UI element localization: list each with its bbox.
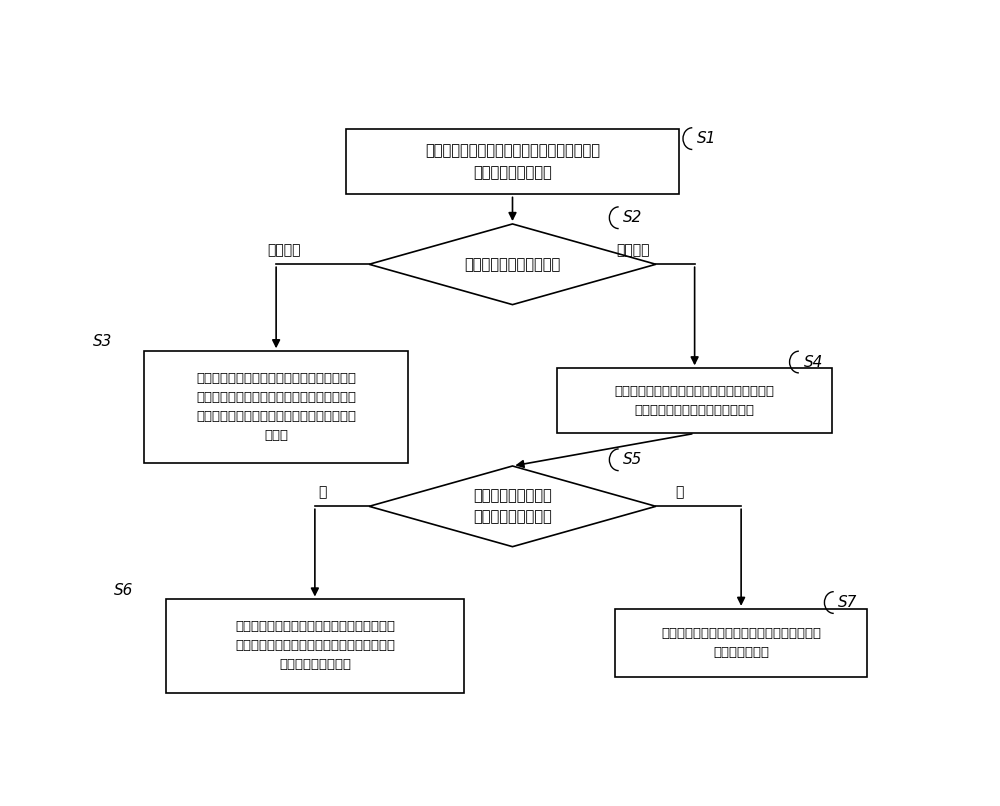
Text: S3: S3: [92, 334, 112, 349]
FancyBboxPatch shape: [144, 351, 408, 463]
Text: S2: S2: [623, 210, 643, 225]
FancyBboxPatch shape: [346, 129, 679, 194]
Polygon shape: [369, 466, 656, 546]
Text: S7: S7: [838, 595, 858, 610]
Text: 确定所述资源推荐请求为首次请求，按照第一
策略生成资源推荐列表对所述用户进行资源推
荐，并将所述资源推荐列表与所述用户进行关
联存储: 确定所述资源推荐请求为首次请求，按照第一 策略生成资源推荐列表对所述用户进行资源…: [196, 372, 356, 442]
FancyBboxPatch shape: [557, 368, 832, 434]
Text: 第二标识: 第二标识: [616, 243, 649, 257]
Text: 是: 是: [675, 485, 683, 499]
Text: 获取用户的资源推荐请求，提取出所述资源推
荐请求中的访问标识: 获取用户的资源推荐请求，提取出所述资源推 荐请求中的访问标识: [425, 143, 600, 181]
Text: S4: S4: [804, 355, 823, 369]
Text: 第一标识: 第一标识: [267, 243, 301, 257]
Text: S6: S6: [114, 583, 133, 597]
Text: 判断所述用户特征是
否在目标降级特征中: 判断所述用户特征是 否在目标降级特征中: [473, 488, 552, 525]
Text: 按照所述第一策略生成资源推荐列表对所述用
户进行资源推荐，并将所述资源推荐列表与所
述用户进行关联存储: 按照所述第一策略生成资源推荐列表对所述用 户进行资源推荐，并将所述资源推荐列表与…: [235, 621, 395, 671]
Text: 调用与所述用户关联存储的资源推荐列表对用
户进行资源推荐: 调用与所述用户关联存储的资源推荐列表对用 户进行资源推荐: [661, 627, 821, 659]
Text: 判断所述访问标识的类型: 判断所述访问标识的类型: [464, 257, 561, 272]
Text: S5: S5: [623, 452, 643, 467]
FancyBboxPatch shape: [615, 609, 867, 677]
Text: S1: S1: [697, 131, 716, 146]
Polygon shape: [369, 224, 656, 305]
Text: 否: 否: [318, 485, 327, 499]
FancyBboxPatch shape: [166, 600, 464, 692]
Text: 确定所述资源推荐请求为非首次请求，获取预
先存储的用户特征及目标降级特征: 确定所述资源推荐请求为非首次请求，获取预 先存储的用户特征及目标降级特征: [615, 384, 775, 417]
